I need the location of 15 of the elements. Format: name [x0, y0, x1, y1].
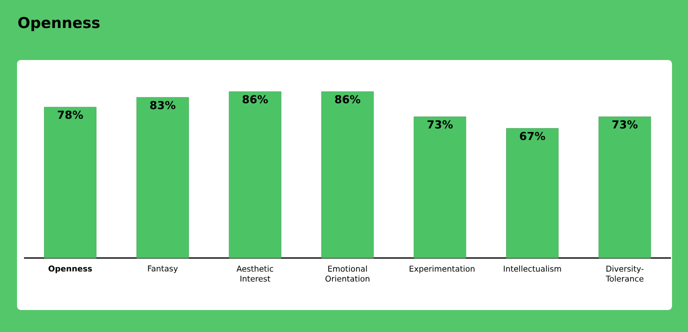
bar	[598, 116, 651, 258]
data-label: 67%	[520, 132, 546, 140]
data-label: 83%	[150, 100, 176, 110]
bar	[321, 91, 374, 258]
bar	[506, 128, 559, 258]
bar	[228, 91, 282, 258]
chart-title: Openness	[18, 16, 100, 32]
data-label: 73%	[612, 120, 638, 129]
bar	[136, 97, 189, 258]
bar	[44, 106, 96, 258]
data-label: 78%	[58, 110, 83, 119]
bar	[414, 116, 466, 258]
data-label: 73%	[428, 120, 453, 129]
data-label: 86%	[335, 95, 360, 104]
data-label: 86%	[242, 95, 268, 104]
